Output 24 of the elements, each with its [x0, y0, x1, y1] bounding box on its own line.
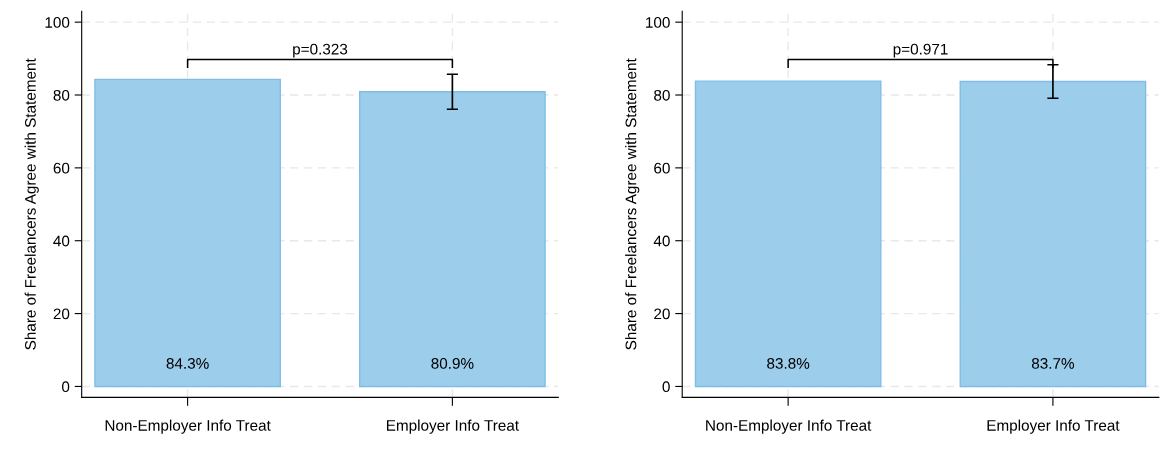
data-label: 83.7% [1031, 358, 1075, 369]
data-label: 83.8% [767, 358, 810, 369]
y-tick-label: 60 [654, 162, 670, 174]
x-tick-label: Non-Employer Info Treat [706, 419, 872, 434]
y-tick-label: 20 [53, 308, 70, 320]
x-tick-label: Employer Info Treat [987, 419, 1120, 434]
annotation: p=0.971 [893, 43, 948, 58]
y-tick-label: 80 [654, 89, 670, 101]
y-axis-title: Share of Freelancers Agree with Statement [24, 58, 39, 350]
y-tick-label: 60 [53, 162, 70, 174]
y-tick-label: 100 [646, 17, 670, 28]
data-label: 80.9% [431, 358, 474, 369]
y-tick-label: 20 [654, 308, 670, 320]
y-tick-label: 40 [53, 235, 70, 247]
y-tick-label: 0 [61, 381, 70, 393]
x-tick-label: Non-Employer Info Treat [105, 419, 271, 434]
y-axis-title: Share of Freelancers Agree with Statement [625, 58, 640, 350]
x-tick-label: Employer Info Treat [386, 419, 519, 434]
y-tick-label: 80 [53, 89, 70, 101]
y-tick-label: 100 [45, 17, 70, 28]
data-label: 84.3% [166, 358, 209, 369]
y-tick-label: 0 [662, 381, 670, 393]
y-tick-label: 40 [653, 235, 670, 247]
annotation: p=0.323 [293, 43, 348, 58]
